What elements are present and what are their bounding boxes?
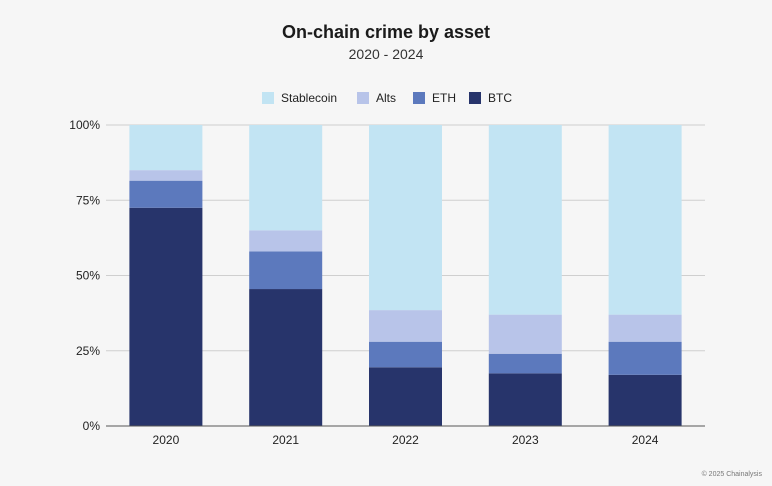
bar-segment-eth-2023 (488, 353, 562, 374)
bars (129, 125, 682, 426)
bar-segment-eth-2022 (369, 341, 442, 368)
legend-label-btc: BTC (488, 91, 512, 105)
y-axis-ticks: 0% 25% 50% 75% 100% (69, 118, 100, 433)
bar-segment-stablecoin-2020 (129, 125, 203, 171)
y-tick-label: 75% (76, 193, 100, 207)
y-tick-label: 0% (83, 419, 101, 433)
bar-segment-btc-2021 (249, 289, 323, 426)
chart-subtitle: 2020 - 2024 (348, 46, 424, 62)
bar-segment-alts-2024 (608, 314, 682, 342)
legend-label-alts: Alts (376, 91, 396, 105)
bar-segment-btc-2024 (608, 374, 682, 426)
bar-segment-stablecoin-2024 (608, 125, 682, 315)
bar-segment-btc-2023 (488, 373, 562, 426)
bar-segment-stablecoin-2022 (369, 125, 442, 311)
footer-credit: © 2025 Chainalysis (701, 471, 762, 478)
bar-segment-eth-2020 (129, 180, 203, 208)
x-axis-ticks: 2020 2021 2022 2023 2024 (153, 433, 659, 447)
bar-segment-stablecoin-2023 (488, 125, 562, 315)
bar-segment-alts-2020 (129, 170, 203, 181)
x-tick-label: 2022 (392, 433, 419, 447)
legend-label-stablecoin: Stablecoin (281, 91, 337, 105)
legend-swatch-btc (469, 92, 481, 104)
y-tick-label: 50% (76, 269, 100, 283)
bar-segment-btc-2022 (369, 367, 442, 426)
y-tick-label: 100% (69, 118, 100, 132)
bar-segment-btc-2020 (129, 207, 203, 426)
legend-swatch-alts (357, 92, 369, 104)
bar-segment-alts-2021 (249, 230, 323, 252)
bar-segment-stablecoin-2021 (249, 125, 323, 231)
x-tick-label: 2024 (632, 433, 659, 447)
bar-segment-eth-2021 (249, 251, 323, 290)
x-tick-label: 2021 (272, 433, 299, 447)
x-tick-label: 2020 (153, 433, 180, 447)
chart-title: On-chain crime by asset (281, 22, 491, 42)
legend-swatch-eth (413, 92, 425, 104)
y-tick-label: 25% (76, 344, 100, 358)
bar-segment-alts-2022 (369, 310, 442, 342)
bar-segment-eth-2024 (608, 341, 682, 375)
x-tick-label: 2023 (512, 433, 539, 447)
legend-swatch-stablecoin (262, 92, 274, 104)
bar-segment-alts-2023 (488, 314, 562, 354)
legend-label-eth: ETH (432, 91, 456, 105)
legend: Stablecoin Alts ETH BTC (262, 91, 512, 105)
